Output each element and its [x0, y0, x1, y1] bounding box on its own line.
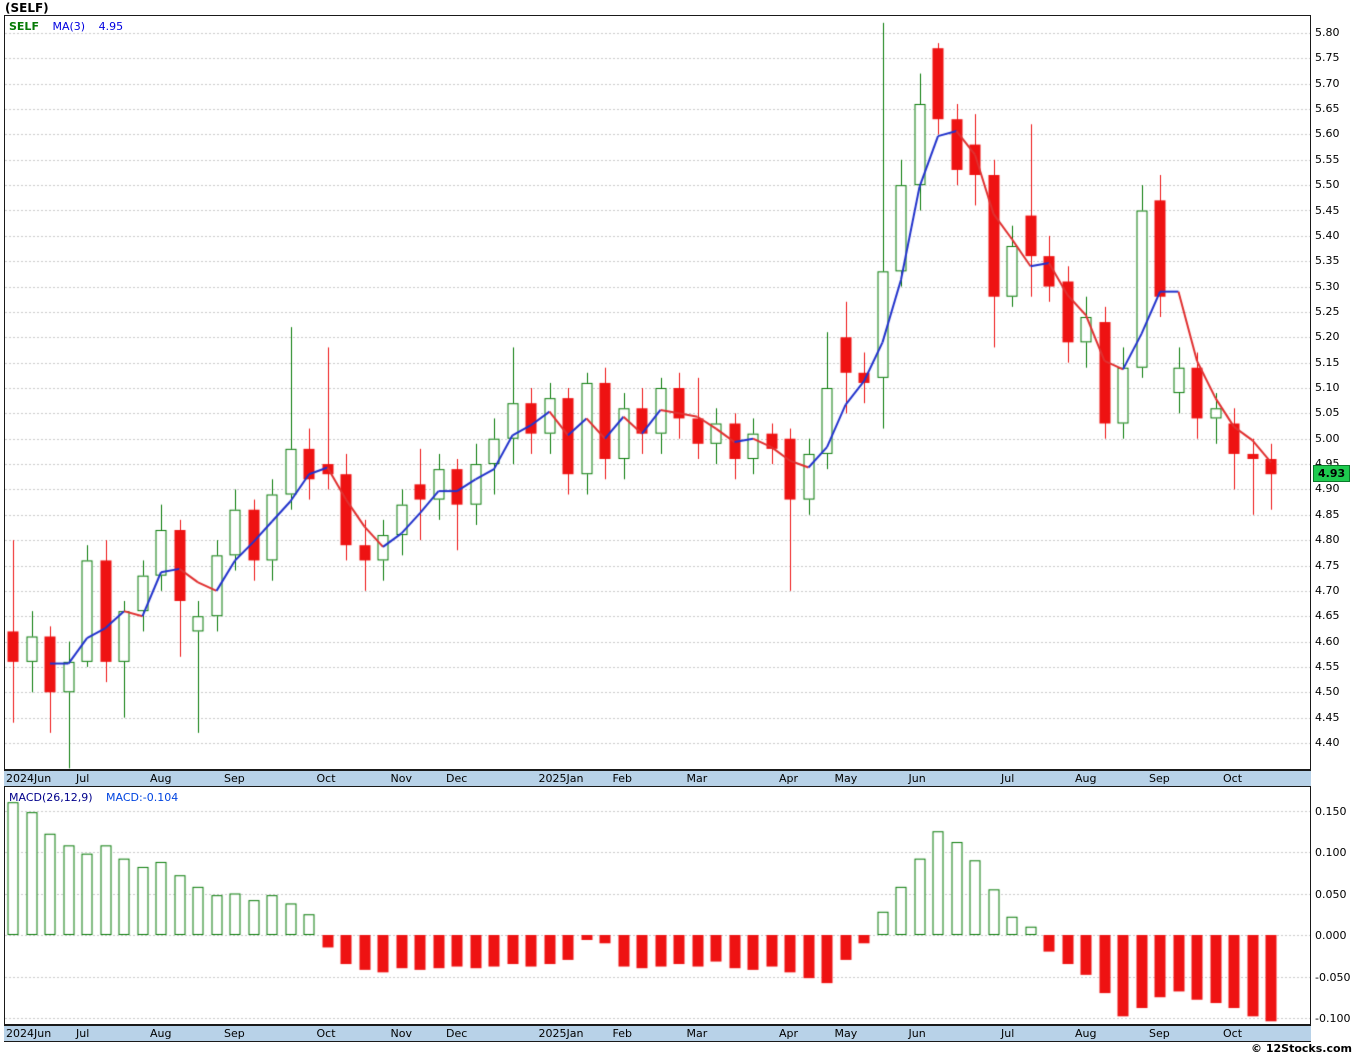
price-axis-tick: 4.85	[1315, 507, 1340, 521]
macd-axis-tick: 0.050	[1315, 887, 1347, 901]
price-axis-tick: 5.75	[1315, 51, 1340, 65]
price-axis-tick: 4.70	[1315, 583, 1340, 597]
timeline-month-label: Jul	[1001, 1027, 1015, 1040]
timeline-month-label: Jul	[76, 772, 90, 785]
price-axis-tick: 5.25	[1315, 304, 1340, 318]
macd-indicator-value: MACD:-0.104	[106, 791, 179, 804]
price-axis-tick: 4.55	[1315, 659, 1340, 673]
macd-axis-tick: 0.100	[1315, 846, 1347, 859]
timeline-month-label: Sep	[224, 1027, 245, 1040]
timeline-month-label: 2024Jun	[6, 1027, 52, 1040]
macd-indicator-label: MACD(26,12,9)	[9, 791, 93, 804]
price-axis-tick: 5.45	[1315, 203, 1340, 217]
price-axis-tick: 4.60	[1315, 634, 1340, 648]
price-axis-tick: 4.65	[1315, 609, 1340, 623]
price-axis-tick: 4.45	[1315, 710, 1340, 724]
price-axis-tick: 5.65	[1315, 102, 1340, 116]
timeline-month-label: Nov	[390, 1027, 412, 1040]
price-axis-tick: 4.75	[1315, 558, 1340, 572]
timeline-month-label: Oct	[316, 772, 336, 785]
timeline-month-label: Sep	[224, 772, 245, 785]
timeline-month-label: Jun	[908, 1027, 926, 1040]
timeline-bottom: 2024Jun Jul Aug Sep Oct Nov Dec 2025Jan Feb Mar Ap…	[4, 1025, 1311, 1042]
macd-legend: MACD(26,12,9) MACD:-0.104	[9, 791, 188, 804]
timeline-month-label: Nov	[390, 772, 412, 785]
price-axis-tick: 5.30	[1315, 279, 1340, 293]
macd-panel: MACD(26,12,9) MACD:-0.104	[4, 787, 1311, 1025]
page-title: (SELF)	[5, 1, 49, 15]
timeline-month-label: 2024Jun	[6, 772, 52, 785]
price-axis-tick: 5.20	[1315, 330, 1340, 344]
timeline-month-label: Jul	[76, 1027, 90, 1040]
timeline-month-label: Jun	[908, 772, 926, 785]
timeline-month-label: Mar	[686, 1027, 708, 1040]
price-axis-tick: 5.40	[1315, 228, 1340, 242]
timeline-month-label: Sep	[1149, 1027, 1170, 1040]
timeline-top: 2024Jun Jul Aug Sep Oct Nov Dec 2025Jan Feb Mar Ap…	[4, 770, 1311, 787]
macd-axis-tick: -0.100	[1315, 1012, 1351, 1025]
timeline-month-label: Feb	[612, 1027, 632, 1040]
price-axis-tick: 5.35	[1315, 254, 1340, 268]
timeline-month-label: Oct	[1223, 1027, 1243, 1040]
price-axis: 4.93 5.80 5.75 5.70 5.65 5.60 5.55 5.50 5.45 5.4…	[1312, 15, 1360, 770]
price-axis-tick: 5.05	[1315, 406, 1340, 420]
timeline-month-label: Feb	[612, 772, 632, 785]
price-axis-tick: 5.60	[1315, 127, 1340, 141]
timeline-month-label: Apr	[779, 772, 799, 785]
price-axis-tick: 5.70	[1315, 76, 1340, 90]
timeline-month-label: Sep	[1149, 772, 1170, 785]
timeline-month-label: May	[834, 1027, 858, 1040]
legend-symbol: SELF	[9, 20, 39, 33]
timeline-month-label: Aug	[1075, 772, 1097, 785]
macd-axis: 0.150 0.100 0.050 0.000 -0.050 -0.100	[1312, 787, 1360, 1026]
price-axis-tick: 4.90	[1315, 482, 1340, 496]
price-axis-tick: 5.15	[1315, 355, 1340, 369]
timeline-month-label: Aug	[150, 1027, 172, 1040]
price-axis-tick: 4.40	[1315, 736, 1340, 749]
copyright-link[interactable]: © 12Stocks.com	[1251, 1042, 1352, 1055]
legend-ma-label: MA(3)	[52, 20, 86, 33]
timeline-month-label: 2025Jan	[538, 1027, 584, 1040]
timeline-month-label: Jul	[1001, 772, 1015, 785]
timeline-month-label: Apr	[779, 1027, 799, 1040]
price-axis-tick: 5.50	[1315, 178, 1340, 192]
macd-axis-tick: 0.000	[1315, 929, 1347, 942]
timeline-month-label: 2025Jan	[538, 772, 584, 785]
price-axis-tick: 5.55	[1315, 152, 1340, 166]
timeline-month-label: Aug	[1075, 1027, 1097, 1040]
price-axis-tick: 5.10	[1315, 381, 1340, 394]
price-axis-tick: 4.80	[1315, 533, 1340, 547]
price-chart-canvas	[5, 16, 1310, 769]
timeline-month-label: Dec	[446, 1027, 468, 1040]
macd-axis-tick: 0.150	[1315, 804, 1347, 818]
price-axis-tick: 5.00	[1315, 431, 1340, 445]
timeline-month-label: May	[834, 772, 858, 785]
price-axis-tick: 4.50	[1315, 685, 1340, 699]
price-chart-panel: SELF MA(3) 4.95	[4, 15, 1311, 770]
price-axis-tick: 5.80	[1315, 26, 1340, 39]
legend-ma-value: 4.95	[98, 20, 124, 33]
macd-axis-tick: -0.050	[1315, 970, 1351, 984]
macd-canvas	[5, 787, 1310, 1023]
timeline-month-label: Oct	[1223, 772, 1243, 785]
timeline-month-label: Mar	[686, 772, 708, 785]
timeline-month-label: Dec	[446, 772, 468, 785]
timeline-month-label: Aug	[150, 772, 172, 785]
price-legend: SELF MA(3) 4.95	[9, 20, 133, 33]
last-price-badge: 4.93	[1313, 465, 1351, 483]
timeline-month-label: Oct	[316, 1027, 336, 1040]
